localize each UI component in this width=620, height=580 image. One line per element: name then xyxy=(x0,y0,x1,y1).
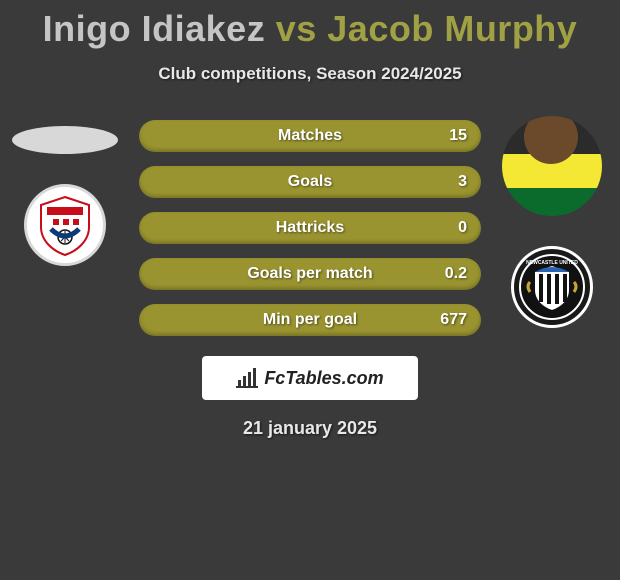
player1-club-badge xyxy=(24,184,106,266)
svg-text:NEWCASTLE UNITED: NEWCASTLE UNITED xyxy=(526,260,578,266)
stat-label: Matches xyxy=(278,127,342,145)
subtitle: Club competitions, Season 2024/2025 xyxy=(0,64,620,84)
player2-avatar xyxy=(502,116,602,216)
left-column xyxy=(12,116,118,266)
stat-bar-goals-per-match: Goals per match 0.2 xyxy=(139,258,481,290)
stat-bar-min-per-goal: Min per goal 677 xyxy=(139,304,481,336)
player2-club-badge: NEWCASTLE UNITED xyxy=(511,246,593,328)
comparison-title: Inigo Idiakez vs Jacob Murphy xyxy=(0,0,620,50)
stat-bar-hattricks: Hattricks 0 xyxy=(139,212,481,244)
right-column: NEWCASTLE UNITED xyxy=(502,116,602,328)
stat-label: Goals per match xyxy=(247,265,372,283)
stat-value-right: 677 xyxy=(440,311,467,329)
date-text: 21 january 2025 xyxy=(0,418,620,439)
player1-avatar xyxy=(12,126,118,154)
stat-value-right: 3 xyxy=(458,173,467,191)
stat-value-right: 0.2 xyxy=(445,265,467,283)
stat-label: Hattricks xyxy=(276,219,344,237)
stat-bar-goals: Goals 3 xyxy=(139,166,481,198)
player2-name: Jacob Murphy xyxy=(327,8,577,49)
content-area: NEWCASTLE UNITED Matches 15 Goals 3 Hatt… xyxy=(0,116,620,439)
bar-chart-icon xyxy=(236,368,258,388)
stat-value-right: 0 xyxy=(458,219,467,237)
southampton-crest-icon xyxy=(33,193,97,257)
watermark: FcTables.com xyxy=(202,356,418,400)
watermark-text: FcTables.com xyxy=(264,368,383,389)
newcastle-crest-icon: NEWCASTLE UNITED xyxy=(517,252,587,322)
stat-bar-matches: Matches 15 xyxy=(139,120,481,152)
player1-name: Inigo Idiakez xyxy=(43,8,266,49)
stat-label: Min per goal xyxy=(263,311,357,329)
stat-value-right: 15 xyxy=(449,127,467,145)
stat-bars: Matches 15 Goals 3 Hattricks 0 Goals per… xyxy=(139,116,481,336)
stat-label: Goals xyxy=(288,173,332,191)
vs-text: vs xyxy=(276,8,317,49)
